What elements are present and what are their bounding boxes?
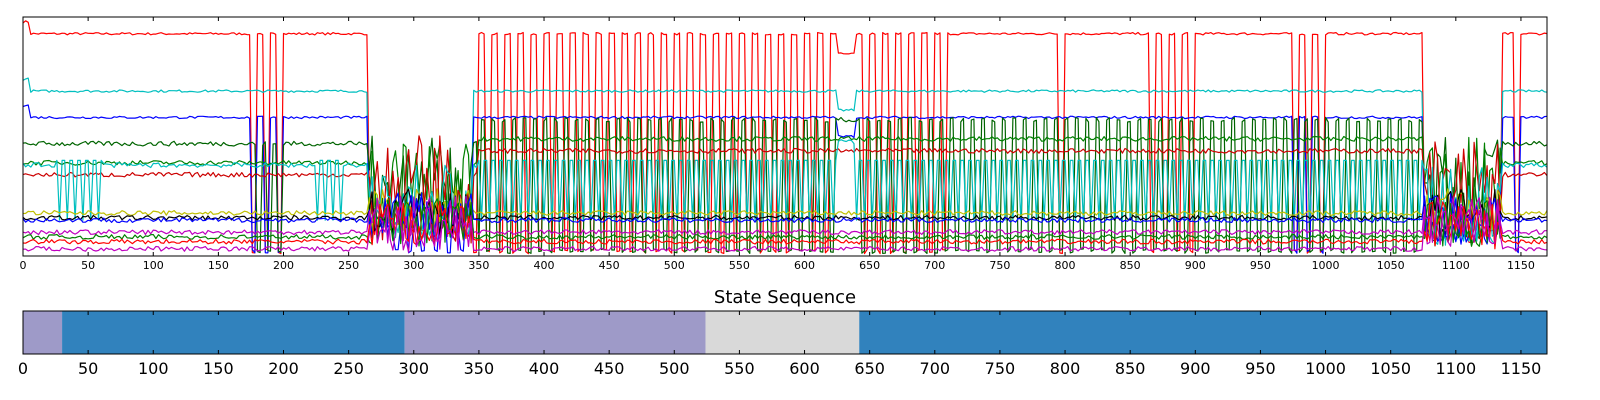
state-sequence-axes-frame [22, 310, 1548, 355]
state-segment-4 [705, 311, 860, 354]
x-tick-label: 600 [789, 359, 820, 378]
x-tick-label: 100 [138, 359, 169, 378]
x-tick-label: 0 [20, 259, 27, 272]
x-tick-label: 1000 [1305, 359, 1346, 378]
state-sequence-chart: State Sequence 0 50 100 150 200 250 300 350 400 4… [18, 287, 1548, 378]
x-tick-label: 0 [18, 359, 28, 378]
x-tick-label: 550 [724, 359, 755, 378]
x-tick-label: 150 [203, 359, 234, 378]
x-tick-label: 1150 [1507, 259, 1535, 272]
x-tick-label: 250 [338, 259, 359, 272]
state-sequence-x-axis: 0 50 100 150 200 250 300 350 400 450 500 550 600 650 7… [18, 311, 1541, 378]
x-tick-label: 900 [1180, 359, 1211, 378]
x-tick-label: 700 [920, 359, 951, 378]
x-tick-label: 700 [924, 259, 945, 272]
x-tick-label: 250 [333, 359, 364, 378]
series-line-12 [22, 198, 1548, 247]
state-segment-5 [859, 311, 1547, 354]
x-tick-label: 600 [794, 259, 815, 272]
state-sequence-title: State Sequence [714, 287, 856, 308]
x-tick-label: 650 [854, 359, 885, 378]
series-line-13 [22, 200, 1548, 250]
x-tick-label: 750 [989, 259, 1010, 272]
x-tick-label: 300 [403, 259, 424, 272]
x-tick-label: 850 [1115, 359, 1146, 378]
x-tick-label: 750 [985, 359, 1016, 378]
x-tick-label: 800 [1055, 259, 1076, 272]
line-chart-x-axis: 0 50 100 150 200 250 300 350 400 450 500 550 600 650 7… [20, 17, 1535, 272]
x-tick-label: 100 [143, 259, 164, 272]
series-line-7 [22, 139, 1548, 246]
x-tick-label: 950 [1245, 359, 1276, 378]
line-chart-axes-frame [22, 16, 1548, 257]
x-tick-label: 650 [859, 259, 880, 272]
x-tick-label: 400 [529, 359, 560, 378]
x-tick-label: 350 [464, 359, 495, 378]
x-tick-label: 1050 [1377, 259, 1405, 272]
x-tick-label: 1000 [1312, 259, 1340, 272]
x-tick-label: 150 [208, 259, 229, 272]
series-line-6 [22, 135, 1548, 244]
x-tick-label: 500 [664, 259, 685, 272]
x-tick-label: 50 [81, 259, 95, 272]
x-tick-label: 550 [729, 259, 750, 272]
x-tick-label: 800 [1050, 359, 1081, 378]
x-tick-label: 300 [398, 359, 429, 378]
x-tick-label: 1100 [1435, 359, 1476, 378]
x-tick-label: 1050 [1370, 359, 1411, 378]
x-tick-label: 900 [1185, 259, 1206, 272]
series-line-1 [22, 20, 1548, 255]
line-chart: 0 50 100 150 200 250 300 350 400 450 500 550 600 650 7… [20, 16, 1548, 272]
state-segments [23, 311, 1547, 354]
x-tick-label: 400 [534, 259, 555, 272]
series-line-11 [22, 196, 1547, 245]
line-series-group [22, 20, 1548, 255]
series-line-14 [22, 204, 1548, 253]
x-tick-label: 450 [594, 359, 625, 378]
x-tick-label: 1150 [1501, 359, 1542, 378]
state-segment-2 [62, 311, 405, 354]
x-tick-label: 950 [1250, 259, 1271, 272]
x-tick-label: 200 [268, 359, 299, 378]
series-line-8 [22, 186, 1548, 235]
state-segment-1 [23, 311, 63, 354]
series-line-10 [22, 192, 1548, 239]
x-tick-label: 1100 [1442, 259, 1470, 272]
state-segment-3 [404, 311, 706, 354]
x-tick-label: 50 [78, 359, 98, 378]
x-tick-label: 850 [1120, 259, 1141, 272]
x-tick-label: 500 [659, 359, 690, 378]
series-line-5 [22, 135, 1548, 244]
x-tick-label: 450 [599, 259, 620, 272]
series-line-2 [22, 77, 1548, 245]
x-tick-label: 200 [273, 259, 294, 272]
x-tick-label: 350 [468, 259, 489, 272]
